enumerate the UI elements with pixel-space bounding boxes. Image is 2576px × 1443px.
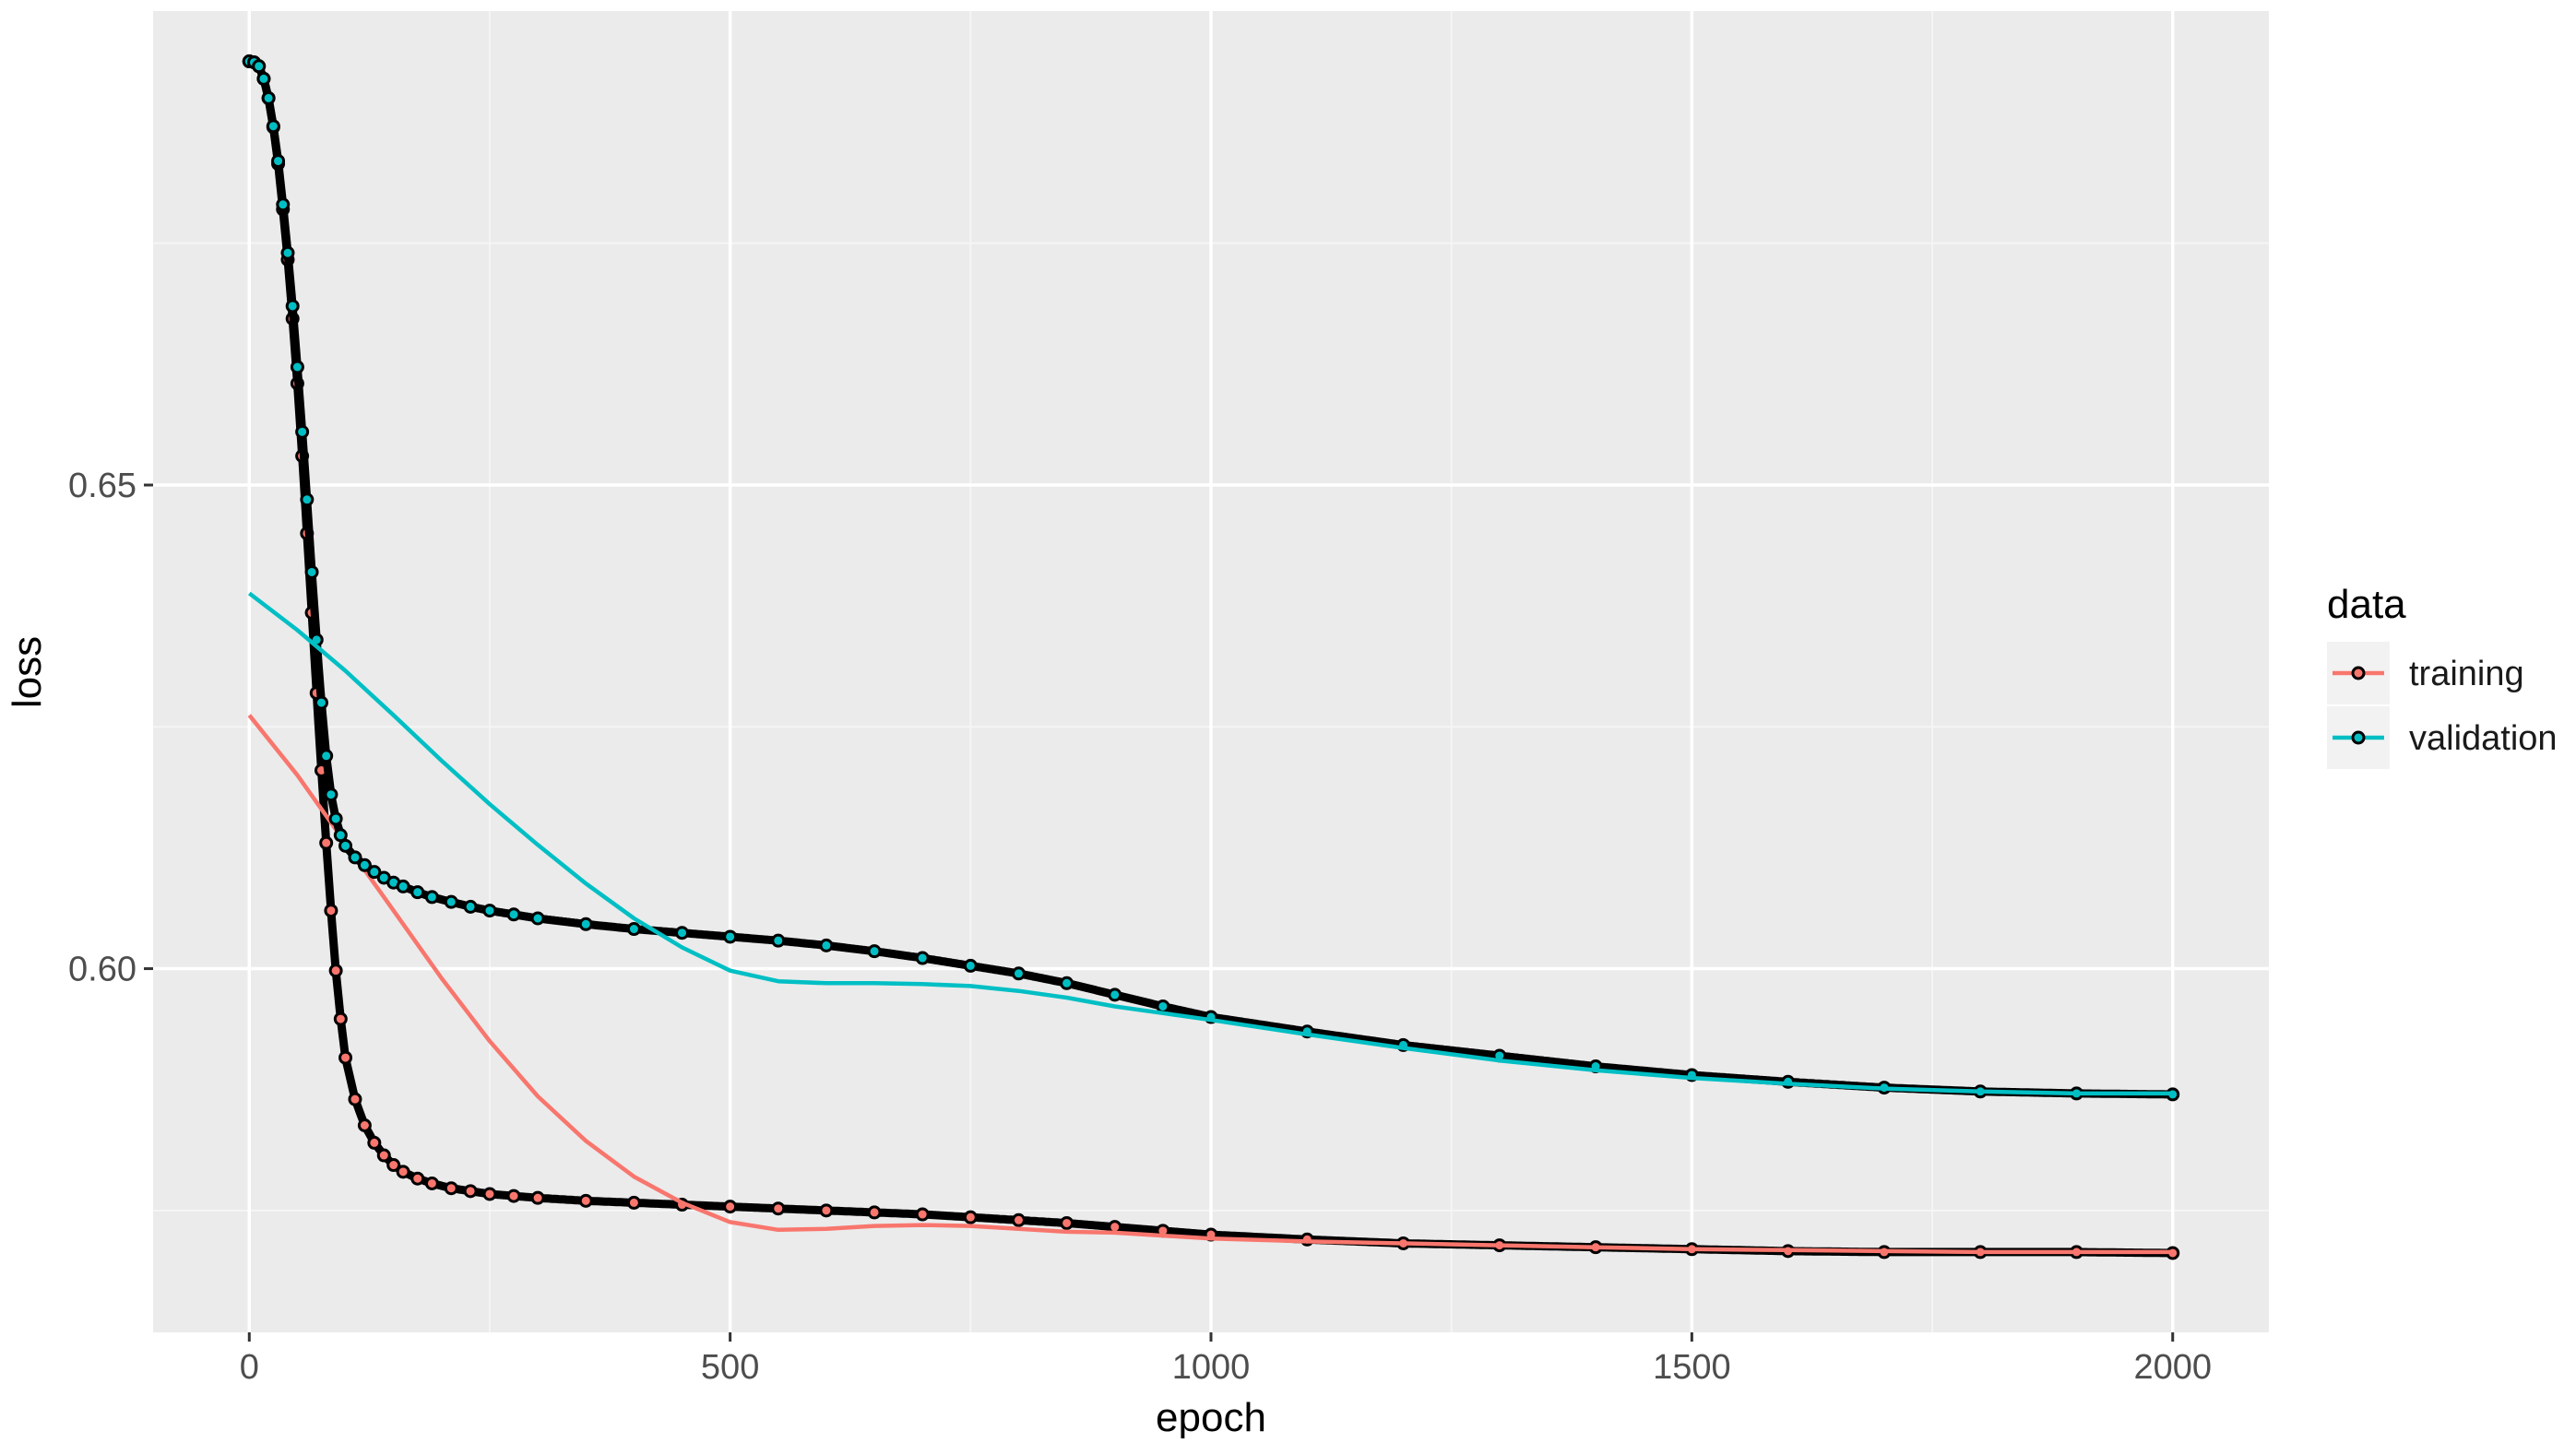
data-point-validation <box>1156 999 1170 1013</box>
data-point-validation <box>338 838 353 853</box>
data-point-validation <box>1011 966 1026 981</box>
data-point-training <box>338 1050 353 1065</box>
data-point-validation <box>626 922 641 937</box>
data-point-training <box>723 1200 738 1214</box>
data-point-validation <box>410 885 425 900</box>
legend-label-training: training <box>2409 655 2524 693</box>
data-point-validation <box>295 424 310 439</box>
data-point-validation <box>723 929 738 944</box>
data-point-validation <box>319 749 334 763</box>
x-axis-ticks: 0 500 1000 1500 2000 <box>240 1332 2212 1387</box>
data-point-validation <box>424 890 439 905</box>
data-point-validation <box>1108 988 1122 1002</box>
data-point-validation <box>1060 976 1074 990</box>
data-point-training <box>386 1158 401 1173</box>
data-point-validation <box>304 564 319 579</box>
data-point-validation <box>396 879 410 893</box>
data-point-validation <box>482 904 497 918</box>
data-point-training <box>333 1011 348 1026</box>
data-point-training <box>1060 1215 1074 1230</box>
series-layer <box>242 54 2180 1260</box>
legend: data training validation <box>2327 582 2558 769</box>
data-point-validation <box>819 938 834 952</box>
y-tick-label: 0.65 <box>68 467 137 505</box>
data-point-training <box>396 1165 410 1179</box>
data-point-validation <box>675 926 689 940</box>
data-point-training <box>367 1135 382 1150</box>
data-point-training <box>1011 1212 1026 1227</box>
data-point-validation <box>300 492 315 507</box>
data-point-training <box>530 1190 545 1205</box>
x-tick-label: 2000 <box>2133 1348 2212 1387</box>
data-point-validation <box>348 850 362 865</box>
data-point-validation <box>261 90 276 105</box>
x-tick-label: 0 <box>240 1348 259 1387</box>
data-point-training <box>424 1176 439 1190</box>
x-axis-title: epoch <box>1156 1395 1266 1438</box>
data-point-training <box>482 1187 497 1201</box>
data-point-validation <box>285 299 300 313</box>
data-point-validation <box>256 71 271 86</box>
data-point-training <box>328 964 343 978</box>
legend-label-validation: validation <box>2409 719 2558 758</box>
smooth-line-training <box>247 714 2173 1255</box>
data-point-validation <box>506 907 521 922</box>
smooth-line-validation <box>247 591 2173 1096</box>
data-point-validation <box>328 811 343 826</box>
data-point-training <box>319 835 334 850</box>
data-point-training <box>771 1201 786 1216</box>
series-validation <box>242 54 2180 1102</box>
x-tick-label: 1000 <box>1172 1348 1251 1387</box>
data-point-training <box>963 1210 978 1224</box>
data-point-training <box>357 1118 372 1133</box>
data-point-validation <box>324 787 338 802</box>
grid-major <box>153 11 2269 1332</box>
y-tick-label: 0.60 <box>68 951 137 989</box>
legend-title: data <box>2327 582 2406 627</box>
y-axis-ticks: 0.60 0.65 <box>68 467 153 989</box>
data-point-validation <box>314 695 328 710</box>
data-point-validation <box>915 951 930 965</box>
data-point-validation <box>463 899 478 914</box>
data-point-validation <box>333 828 348 843</box>
data-point-validation <box>357 858 372 872</box>
data-point-validation <box>444 894 458 909</box>
data-point-validation <box>266 119 280 134</box>
data-point-training <box>444 1181 458 1196</box>
data-point-training <box>819 1203 834 1218</box>
data-point-training <box>463 1184 478 1199</box>
data-point-training <box>626 1195 641 1210</box>
data-point-validation <box>271 154 286 169</box>
x-tick-label: 1500 <box>1653 1348 1731 1387</box>
data-point-validation <box>578 917 593 931</box>
data-point-validation <box>276 197 291 212</box>
data-point-training <box>506 1189 521 1203</box>
legend-key-point <box>2351 666 2366 680</box>
data-point-training <box>410 1171 425 1186</box>
data-point-validation <box>867 944 882 959</box>
legend-entries: training validation <box>2327 642 2558 769</box>
data-point-training <box>376 1148 391 1163</box>
data-point-training <box>578 1193 593 1208</box>
data-point-training <box>324 904 338 918</box>
data-point-validation <box>771 933 786 948</box>
data-point-training <box>867 1205 882 1220</box>
legend-key-point <box>2351 730 2366 745</box>
data-point-validation <box>963 958 978 973</box>
data-point-validation <box>280 245 295 260</box>
data-point-validation <box>367 865 382 880</box>
data-point-validation <box>290 360 304 374</box>
data-point-training <box>348 1092 362 1106</box>
y-axis-title: loss <box>5 636 50 708</box>
data-point-validation <box>530 911 545 926</box>
data-point-training <box>915 1207 930 1222</box>
x-tick-label: 500 <box>701 1348 759 1387</box>
data-point-validation <box>252 59 267 74</box>
